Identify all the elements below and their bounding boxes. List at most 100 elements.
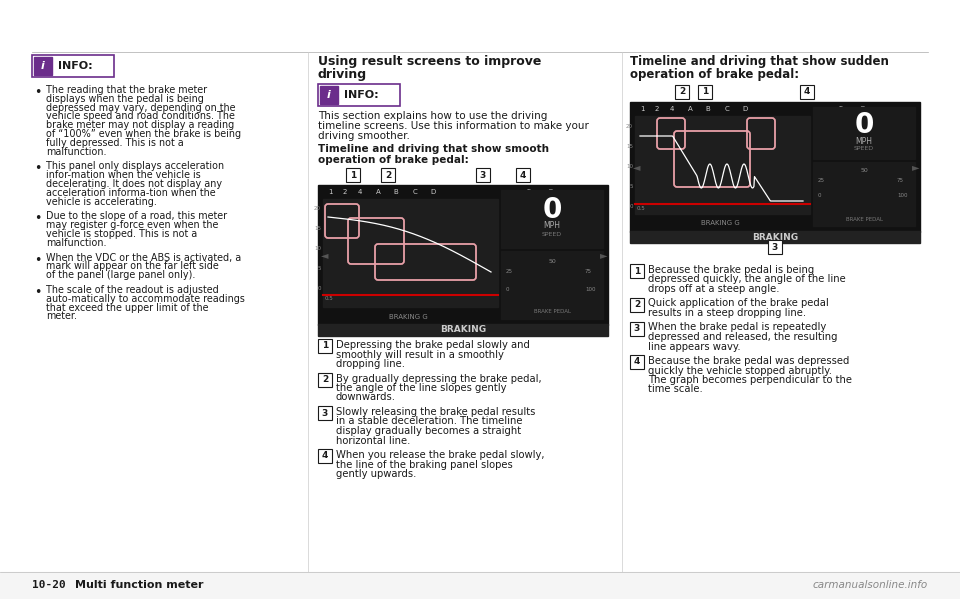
Text: 10: 10: [314, 247, 321, 252]
Text: F: F: [526, 189, 530, 195]
Text: brake meter may not display a reading: brake meter may not display a reading: [46, 120, 234, 130]
Text: operation of brake pedal:: operation of brake pedal:: [630, 68, 799, 81]
Text: may register g-force even when the: may register g-force even when the: [46, 220, 218, 230]
Text: 2: 2: [385, 171, 391, 180]
Text: time scale.: time scale.: [648, 385, 703, 395]
Text: 4: 4: [670, 106, 674, 112]
Text: 25: 25: [818, 178, 825, 183]
Bar: [501, 251, 603, 319]
Text: 2: 2: [343, 189, 348, 195]
Text: •: •: [34, 162, 41, 176]
FancyBboxPatch shape: [318, 84, 400, 106]
Text: 0: 0: [506, 287, 510, 292]
Text: MPH: MPH: [543, 222, 561, 231]
Text: •: •: [34, 253, 41, 267]
Text: 2: 2: [655, 106, 660, 112]
Text: malfunction.: malfunction.: [46, 147, 107, 156]
Text: •: •: [34, 86, 41, 99]
Text: 10: 10: [626, 164, 633, 168]
Text: driving: driving: [318, 68, 367, 81]
Text: 15: 15: [314, 226, 321, 231]
Text: INFO:: INFO:: [58, 61, 92, 71]
Text: driving smoother.: driving smoother.: [318, 131, 410, 141]
Text: i: i: [41, 61, 45, 71]
Text: By gradually depressing the brake pedal,: By gradually depressing the brake pedal,: [336, 374, 541, 383]
Text: the angle of the line slopes gently: the angle of the line slopes gently: [336, 383, 507, 393]
Text: i: i: [327, 90, 331, 100]
Text: dropping line.: dropping line.: [336, 359, 405, 369]
Text: 1: 1: [702, 87, 708, 96]
Text: 20: 20: [626, 123, 633, 129]
Text: vehicle is stopped. This is not a: vehicle is stopped. This is not a: [46, 229, 197, 239]
Text: ►: ►: [912, 162, 920, 172]
Text: SPEED: SPEED: [854, 147, 874, 152]
Text: 4: 4: [634, 358, 640, 367]
Text: displays when the pedal is being: displays when the pedal is being: [46, 94, 204, 104]
Text: Because the brake pedal is being: Because the brake pedal is being: [648, 265, 814, 275]
Text: depressed may vary, depending on the: depressed may vary, depending on the: [46, 102, 235, 113]
Text: BRAKE PEDAL: BRAKE PEDAL: [534, 309, 570, 314]
Bar: [630, 102, 920, 232]
Text: vehicle speed and road conditions. The: vehicle speed and road conditions. The: [46, 111, 235, 122]
Text: 0: 0: [318, 286, 321, 292]
Text: B: B: [394, 189, 398, 195]
Text: 1: 1: [349, 171, 356, 180]
Text: When the brake pedal is repeatedly: When the brake pedal is repeatedly: [648, 322, 827, 332]
Text: Because the brake pedal was depressed: Because the brake pedal was depressed: [648, 356, 850, 366]
Text: auto-matically to accommodate readings: auto-matically to accommodate readings: [46, 294, 245, 304]
Text: operation of brake pedal:: operation of brake pedal:: [318, 155, 468, 165]
Text: B: B: [706, 106, 710, 112]
Text: in a stable deceleration. The timeline: in a stable deceleration. The timeline: [336, 416, 522, 426]
Text: 4: 4: [804, 87, 810, 96]
Text: Slowly releasing the brake pedal results: Slowly releasing the brake pedal results: [336, 407, 536, 417]
Text: BRAKING: BRAKING: [752, 232, 798, 241]
Text: 100: 100: [585, 287, 595, 292]
FancyBboxPatch shape: [516, 168, 530, 182]
Text: smoothly will result in a smoothly: smoothly will result in a smoothly: [336, 349, 504, 359]
Text: C: C: [413, 189, 418, 195]
FancyBboxPatch shape: [318, 449, 332, 463]
Text: 4: 4: [519, 171, 526, 180]
Text: Using result screens to improve: Using result screens to improve: [318, 55, 541, 68]
Text: results in a steep dropping line.: results in a steep dropping line.: [648, 308, 806, 318]
Text: depressed and released, the resulting: depressed and released, the resulting: [648, 332, 837, 342]
Bar: [635, 116, 810, 214]
Text: 15: 15: [626, 144, 633, 149]
Text: 3: 3: [480, 171, 486, 180]
Text: 75: 75: [897, 178, 904, 183]
Text: The reading that the brake meter: The reading that the brake meter: [46, 85, 207, 95]
Text: gently upwards.: gently upwards.: [336, 469, 417, 479]
Text: 3: 3: [322, 409, 328, 418]
Text: 1: 1: [634, 267, 640, 276]
Text: BRAKING G: BRAKING G: [389, 314, 427, 320]
Text: line appears wavy.: line appears wavy.: [648, 341, 740, 352]
Text: When the VDC or the ABS is activated, a: When the VDC or the ABS is activated, a: [46, 253, 241, 262]
Text: Timeline and driving that show smooth: Timeline and driving that show smooth: [318, 144, 549, 154]
Text: 25: 25: [506, 269, 513, 274]
Text: The graph becomes perpendicular to the: The graph becomes perpendicular to the: [648, 375, 852, 385]
Bar: [323, 199, 498, 307]
Text: Multi function meter: Multi function meter: [75, 580, 204, 590]
Text: •: •: [34, 286, 41, 299]
FancyBboxPatch shape: [318, 373, 332, 386]
Text: 100: 100: [897, 193, 907, 198]
Text: Quick application of the brake pedal: Quick application of the brake pedal: [648, 298, 828, 308]
Text: 20: 20: [314, 207, 321, 211]
FancyBboxPatch shape: [630, 322, 644, 335]
Text: mark will appear on the far left side: mark will appear on the far left side: [46, 261, 219, 271]
Bar: [501, 190, 603, 248]
Text: 4: 4: [358, 189, 362, 195]
Bar: [318, 324, 608, 336]
FancyBboxPatch shape: [675, 85, 689, 99]
Text: 0: 0: [818, 193, 822, 198]
Text: 5: 5: [318, 267, 321, 271]
FancyBboxPatch shape: [318, 406, 332, 420]
Text: F: F: [838, 106, 842, 112]
Text: 75: 75: [585, 269, 592, 274]
Text: of the panel (large panel only).: of the panel (large panel only).: [46, 270, 196, 280]
Text: fully depressed. This is not a: fully depressed. This is not a: [46, 138, 183, 148]
FancyBboxPatch shape: [800, 85, 814, 99]
Text: Timeline and driving that show sudden: Timeline and driving that show sudden: [630, 55, 889, 68]
Text: 5: 5: [630, 183, 633, 189]
FancyBboxPatch shape: [630, 264, 644, 278]
